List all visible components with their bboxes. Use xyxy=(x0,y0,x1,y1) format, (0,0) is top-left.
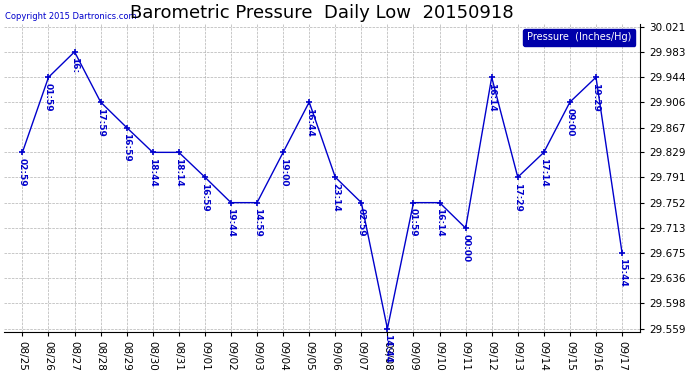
Text: 19:44: 19:44 xyxy=(226,208,235,237)
Text: 00:00: 00:00 xyxy=(461,234,470,262)
Text: 16:59: 16:59 xyxy=(122,133,131,162)
Text: 17:29: 17:29 xyxy=(513,183,522,212)
Text: 16:14: 16:14 xyxy=(435,208,444,237)
Text: 01:59: 01:59 xyxy=(44,83,53,111)
Text: 09:00: 09:00 xyxy=(565,108,574,136)
Legend: Pressure  (Inches/Hg): Pressure (Inches/Hg) xyxy=(523,28,635,46)
Text: 18:44: 18:44 xyxy=(148,158,157,187)
Text: 15:44: 15:44 xyxy=(618,258,627,287)
Text: 02:59: 02:59 xyxy=(357,208,366,237)
Text: 14:59: 14:59 xyxy=(253,208,262,237)
Text: 16:: 16: xyxy=(70,57,79,74)
Text: 01:59: 01:59 xyxy=(409,208,418,237)
Text: 19:00: 19:00 xyxy=(279,158,288,186)
Text: 02:59: 02:59 xyxy=(18,158,27,186)
Text: 16:14: 16:14 xyxy=(487,83,496,112)
Text: 23:14: 23:14 xyxy=(331,183,339,212)
Text: 18:14: 18:14 xyxy=(175,158,184,187)
Text: 14:44: 14:44 xyxy=(383,334,392,363)
Text: Copyright 2015 Dartronics.com: Copyright 2015 Dartronics.com xyxy=(5,12,137,21)
Text: 17:59: 17:59 xyxy=(96,108,105,136)
Text: 16:59: 16:59 xyxy=(200,183,210,212)
Title: Barometric Pressure  Daily Low  20150918: Barometric Pressure Daily Low 20150918 xyxy=(130,4,514,22)
Text: 19:29: 19:29 xyxy=(591,83,600,112)
Text: 16:44: 16:44 xyxy=(305,108,314,136)
Text: 17:14: 17:14 xyxy=(540,158,549,187)
